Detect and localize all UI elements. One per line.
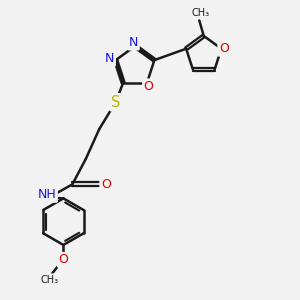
Text: NH: NH	[38, 188, 56, 201]
Text: CH₃: CH₃	[40, 274, 58, 285]
Text: S: S	[111, 95, 120, 110]
Text: O: O	[58, 254, 68, 266]
Text: N: N	[129, 36, 138, 49]
Text: O: O	[144, 80, 153, 93]
Text: O: O	[101, 178, 111, 191]
Text: N: N	[105, 52, 115, 65]
Text: CH₃: CH₃	[192, 8, 210, 18]
Text: O: O	[219, 42, 229, 55]
